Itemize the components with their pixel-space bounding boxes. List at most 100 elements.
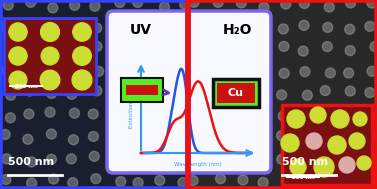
Circle shape (112, 65, 122, 75)
Bar (0, 0, 188, 189)
Circle shape (255, 86, 265, 96)
Circle shape (116, 177, 126, 187)
Circle shape (300, 134, 310, 144)
Circle shape (115, 0, 125, 8)
Circle shape (370, 42, 377, 52)
Circle shape (160, 20, 170, 30)
Circle shape (69, 108, 80, 118)
Circle shape (178, 41, 188, 51)
Circle shape (156, 153, 166, 163)
Circle shape (178, 131, 188, 141)
Text: 500 nm: 500 nm (8, 157, 54, 167)
Text: 250 nm: 250 nm (292, 175, 314, 180)
Circle shape (353, 112, 367, 126)
Circle shape (9, 47, 27, 65)
Circle shape (41, 22, 60, 41)
Circle shape (277, 90, 287, 100)
Circle shape (256, 132, 266, 142)
Circle shape (233, 88, 242, 98)
Circle shape (281, 134, 299, 152)
Circle shape (88, 109, 98, 119)
Circle shape (357, 156, 371, 170)
Circle shape (211, 130, 221, 139)
Circle shape (137, 68, 147, 78)
Bar (188, 0, 377, 189)
Circle shape (3, 0, 13, 10)
Circle shape (67, 89, 77, 99)
Circle shape (322, 42, 333, 52)
Circle shape (68, 178, 78, 188)
Circle shape (215, 67, 225, 77)
Circle shape (343, 132, 354, 142)
Circle shape (324, 156, 334, 166)
Circle shape (331, 110, 349, 128)
Circle shape (258, 46, 268, 56)
Circle shape (325, 68, 335, 78)
Text: 250 nm: 250 nm (15, 84, 37, 89)
Text: Wavelength (nm): Wavelength (nm) (174, 162, 222, 167)
Circle shape (323, 109, 334, 119)
Circle shape (89, 131, 98, 141)
Circle shape (322, 175, 332, 185)
Circle shape (345, 24, 355, 34)
Circle shape (213, 22, 223, 33)
Circle shape (112, 25, 122, 35)
Circle shape (278, 111, 288, 121)
Circle shape (257, 23, 267, 33)
Text: H₂O: H₂O (222, 23, 252, 37)
Circle shape (180, 0, 190, 9)
Circle shape (343, 68, 354, 78)
Circle shape (365, 88, 375, 98)
Circle shape (214, 42, 224, 52)
Circle shape (70, 0, 80, 10)
Circle shape (47, 47, 57, 57)
Circle shape (281, 177, 291, 187)
Circle shape (9, 23, 27, 41)
FancyBboxPatch shape (107, 11, 271, 173)
Circle shape (258, 111, 268, 121)
Circle shape (133, 178, 143, 188)
Circle shape (6, 90, 16, 100)
Circle shape (190, 67, 200, 77)
Circle shape (279, 68, 289, 78)
Bar (213, 79, 259, 107)
Circle shape (213, 0, 223, 7)
Circle shape (314, 157, 334, 177)
Circle shape (180, 67, 190, 77)
Circle shape (89, 151, 99, 161)
Circle shape (110, 87, 120, 97)
Circle shape (299, 112, 310, 122)
Circle shape (367, 0, 377, 8)
Circle shape (24, 19, 34, 29)
Circle shape (91, 174, 101, 184)
Circle shape (342, 155, 352, 165)
Circle shape (367, 66, 377, 76)
Circle shape (258, 177, 268, 187)
Circle shape (213, 87, 222, 97)
Circle shape (73, 23, 91, 41)
Circle shape (134, 155, 144, 165)
Circle shape (116, 152, 126, 162)
Circle shape (25, 86, 35, 96)
Circle shape (188, 176, 198, 186)
Circle shape (0, 129, 10, 139)
Circle shape (193, 151, 203, 161)
Circle shape (6, 42, 16, 52)
Circle shape (133, 45, 143, 55)
Circle shape (290, 159, 306, 175)
Circle shape (281, 0, 291, 9)
Circle shape (368, 154, 377, 164)
Circle shape (369, 173, 377, 183)
Circle shape (369, 131, 377, 141)
Circle shape (69, 44, 79, 54)
Circle shape (210, 152, 220, 162)
Circle shape (40, 70, 60, 90)
Circle shape (180, 109, 190, 119)
Circle shape (155, 91, 165, 101)
Bar (217, 83, 255, 103)
Circle shape (300, 67, 310, 77)
Circle shape (349, 133, 365, 149)
Bar (188, 0, 377, 189)
Circle shape (155, 175, 165, 185)
Circle shape (133, 0, 143, 7)
